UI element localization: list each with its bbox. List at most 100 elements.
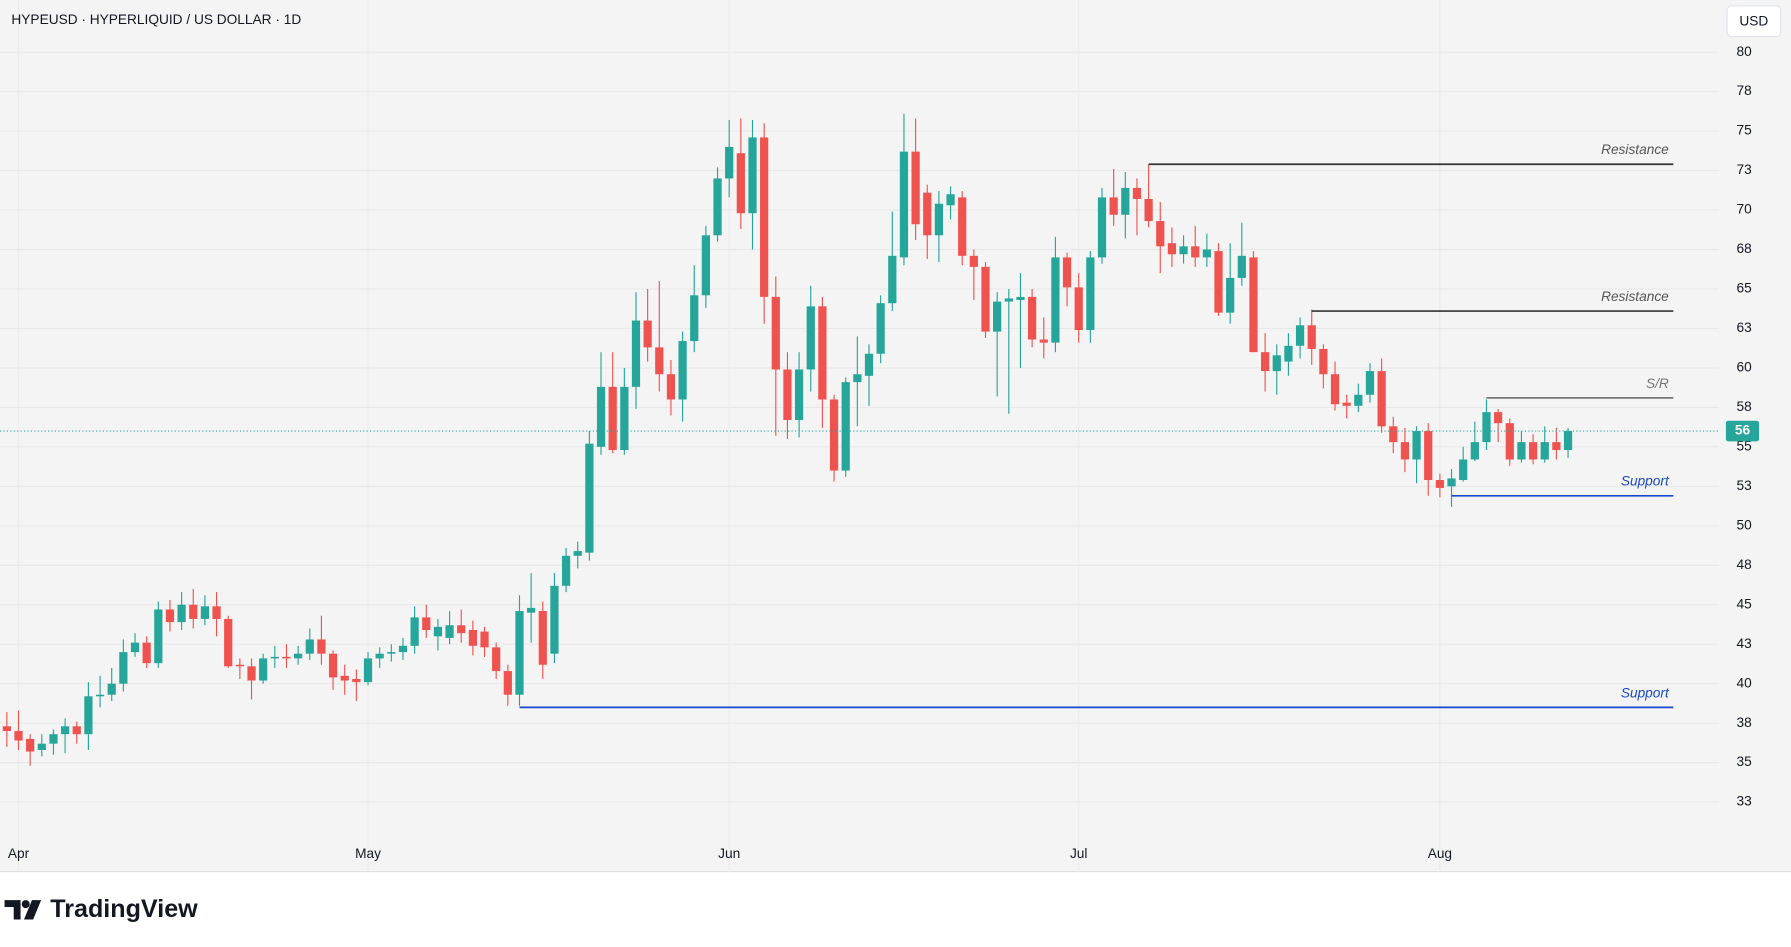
candle-body — [468, 630, 477, 646]
y-tick-label: 73 — [1737, 162, 1753, 177]
y-tick-label: 60 — [1737, 360, 1753, 375]
candle-body — [1447, 478, 1456, 487]
candle-body — [1365, 371, 1375, 395]
candle-body — [1494, 412, 1503, 424]
candle-body — [398, 645, 408, 653]
candle-body — [678, 341, 687, 400]
candle-body — [433, 626, 443, 637]
candle-body — [235, 664, 244, 667]
candle-body — [666, 374, 676, 400]
candle-body — [445, 625, 454, 638]
candle-body — [1062, 257, 1072, 288]
candle-body — [1528, 442, 1538, 460]
candle-body — [585, 443, 594, 553]
brand-name: TradingView — [50, 895, 198, 923]
candle-body — [1295, 325, 1305, 346]
candle-body — [107, 683, 116, 695]
candle-body — [1074, 287, 1083, 331]
candle-body — [1039, 339, 1048, 343]
y-tick-label: 75 — [1737, 123, 1753, 138]
candle-body — [72, 726, 81, 735]
candle-body — [457, 625, 466, 634]
candle-body — [1517, 442, 1526, 460]
candle-body — [829, 399, 839, 471]
candle-body — [387, 652, 396, 654]
candle-body — [1307, 325, 1316, 349]
candle-body — [1482, 412, 1491, 443]
candle-body — [1144, 198, 1153, 222]
candle-body — [352, 678, 361, 683]
y-tick-label: 53 — [1737, 478, 1753, 493]
candle-body — [200, 606, 210, 619]
annotations: Resistance Resistance S/R Support Support — [0, 142, 1720, 709]
candle-body — [142, 642, 151, 664]
candle-body — [37, 743, 46, 750]
candle-body — [1470, 442, 1479, 460]
candle-body — [1552, 442, 1561, 451]
candle-body — [783, 369, 792, 421]
candle-body — [1459, 459, 1468, 481]
candle-body — [573, 551, 582, 556]
candle-body — [26, 738, 35, 752]
candle-body — [538, 611, 547, 665]
candle-body — [713, 178, 722, 236]
candle-body — [561, 555, 571, 586]
brand-logo — [4, 900, 42, 920]
candle-body — [189, 604, 198, 619]
currency-label[interactable]: USD — [1739, 13, 1768, 28]
y-tick-label: 63 — [1737, 320, 1753, 335]
candle-body — [748, 137, 757, 214]
candle-body — [165, 609, 175, 623]
candle-body — [1424, 431, 1433, 481]
candle-body — [958, 197, 967, 256]
candle-body — [294, 653, 303, 659]
y-tick-label: 35 — [1737, 754, 1753, 769]
candle-body — [154, 609, 163, 664]
level-label: Support — [1621, 474, 1670, 489]
candle-body — [806, 306, 815, 370]
candle-body — [981, 266, 990, 332]
candle-body — [1016, 296, 1025, 301]
chart-background — [0, 0, 1791, 872]
candle-body — [934, 203, 944, 236]
candle-body — [1167, 243, 1177, 255]
candle-body — [1121, 187, 1130, 215]
candle-body — [84, 696, 93, 735]
grid — [0, 51, 1720, 803]
candle-body — [620, 386, 629, 451]
x-tick-label: Jul — [1070, 846, 1088, 861]
y-tick-label: 50 — [1737, 517, 1753, 532]
candle-body — [1284, 345, 1293, 362]
candle-body — [1179, 246, 1188, 255]
y-tick-label: 33 — [1737, 794, 1753, 809]
y-tick-label: 78 — [1737, 83, 1753, 98]
candle-body — [305, 639, 314, 654]
chart-title: HYPEUSD · HYPERLIQUID / US DOLLAR · 1D — [11, 12, 301, 27]
candle-body — [1261, 352, 1270, 372]
candle-body — [2, 726, 11, 732]
candle-body — [130, 642, 140, 653]
y-tick-label: 80 — [1737, 44, 1753, 59]
candle-body — [1132, 187, 1142, 199]
candle-body — [1202, 249, 1211, 258]
candle-body — [492, 647, 501, 672]
candle-body — [422, 617, 431, 631]
x-tick-label: May — [355, 846, 381, 861]
candle-body — [480, 631, 489, 648]
last-price-box — [1725, 420, 1760, 442]
candle-body — [1109, 197, 1118, 215]
x-tick-label: Apr — [8, 846, 30, 861]
x-tick-label: Aug — [1428, 846, 1452, 861]
candle-body — [1400, 442, 1410, 460]
y-tick-label: 40 — [1737, 675, 1753, 690]
candle-body — [515, 611, 524, 695]
y-tick-label: 38 — [1737, 715, 1753, 730]
candle-body — [631, 320, 641, 387]
currency-button[interactable] — [1726, 5, 1782, 38]
candle-body — [1272, 355, 1281, 372]
candle-body — [794, 369, 804, 421]
candle-body — [363, 658, 373, 683]
candle-body — [503, 671, 512, 695]
candle-body — [888, 255, 897, 304]
level-label: Resistance — [1601, 289, 1669, 304]
